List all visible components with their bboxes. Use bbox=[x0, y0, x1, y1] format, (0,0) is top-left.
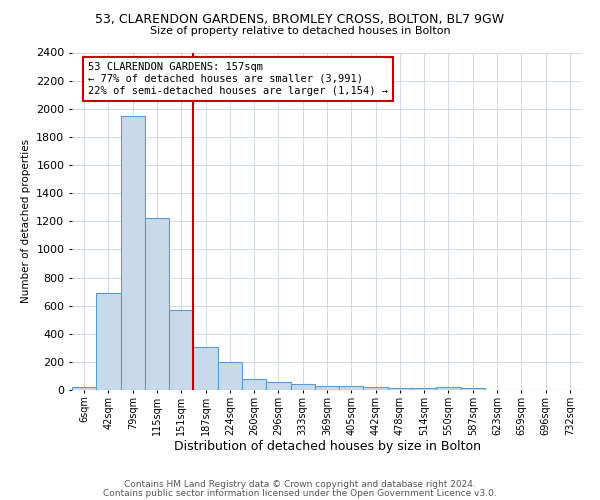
Bar bbox=[315, 386, 339, 390]
Bar bbox=[242, 379, 266, 390]
Bar bbox=[290, 384, 315, 390]
Bar bbox=[96, 293, 121, 390]
Bar bbox=[72, 387, 96, 390]
Text: Contains public sector information licensed under the Open Government Licence v3: Contains public sector information licen… bbox=[103, 488, 497, 498]
Text: Contains HM Land Registry data © Crown copyright and database right 2024.: Contains HM Land Registry data © Crown c… bbox=[124, 480, 476, 489]
Bar bbox=[339, 386, 364, 390]
Bar bbox=[121, 116, 145, 390]
Bar bbox=[218, 362, 242, 390]
Bar bbox=[266, 382, 290, 390]
Bar bbox=[364, 387, 388, 390]
Bar bbox=[412, 388, 436, 390]
Bar bbox=[145, 218, 169, 390]
Text: 53, CLARENDON GARDENS, BROMLEY CROSS, BOLTON, BL7 9GW: 53, CLARENDON GARDENS, BROMLEY CROSS, BO… bbox=[95, 12, 505, 26]
Bar bbox=[461, 388, 485, 390]
Bar bbox=[436, 387, 461, 390]
Bar bbox=[388, 388, 412, 390]
Bar bbox=[193, 347, 218, 390]
Y-axis label: Number of detached properties: Number of detached properties bbox=[20, 139, 31, 304]
X-axis label: Distribution of detached houses by size in Bolton: Distribution of detached houses by size … bbox=[173, 440, 481, 454]
Bar bbox=[169, 310, 193, 390]
Text: Size of property relative to detached houses in Bolton: Size of property relative to detached ho… bbox=[149, 26, 451, 36]
Text: 53 CLARENDON GARDENS: 157sqm
← 77% of detached houses are smaller (3,991)
22% of: 53 CLARENDON GARDENS: 157sqm ← 77% of de… bbox=[88, 62, 388, 96]
